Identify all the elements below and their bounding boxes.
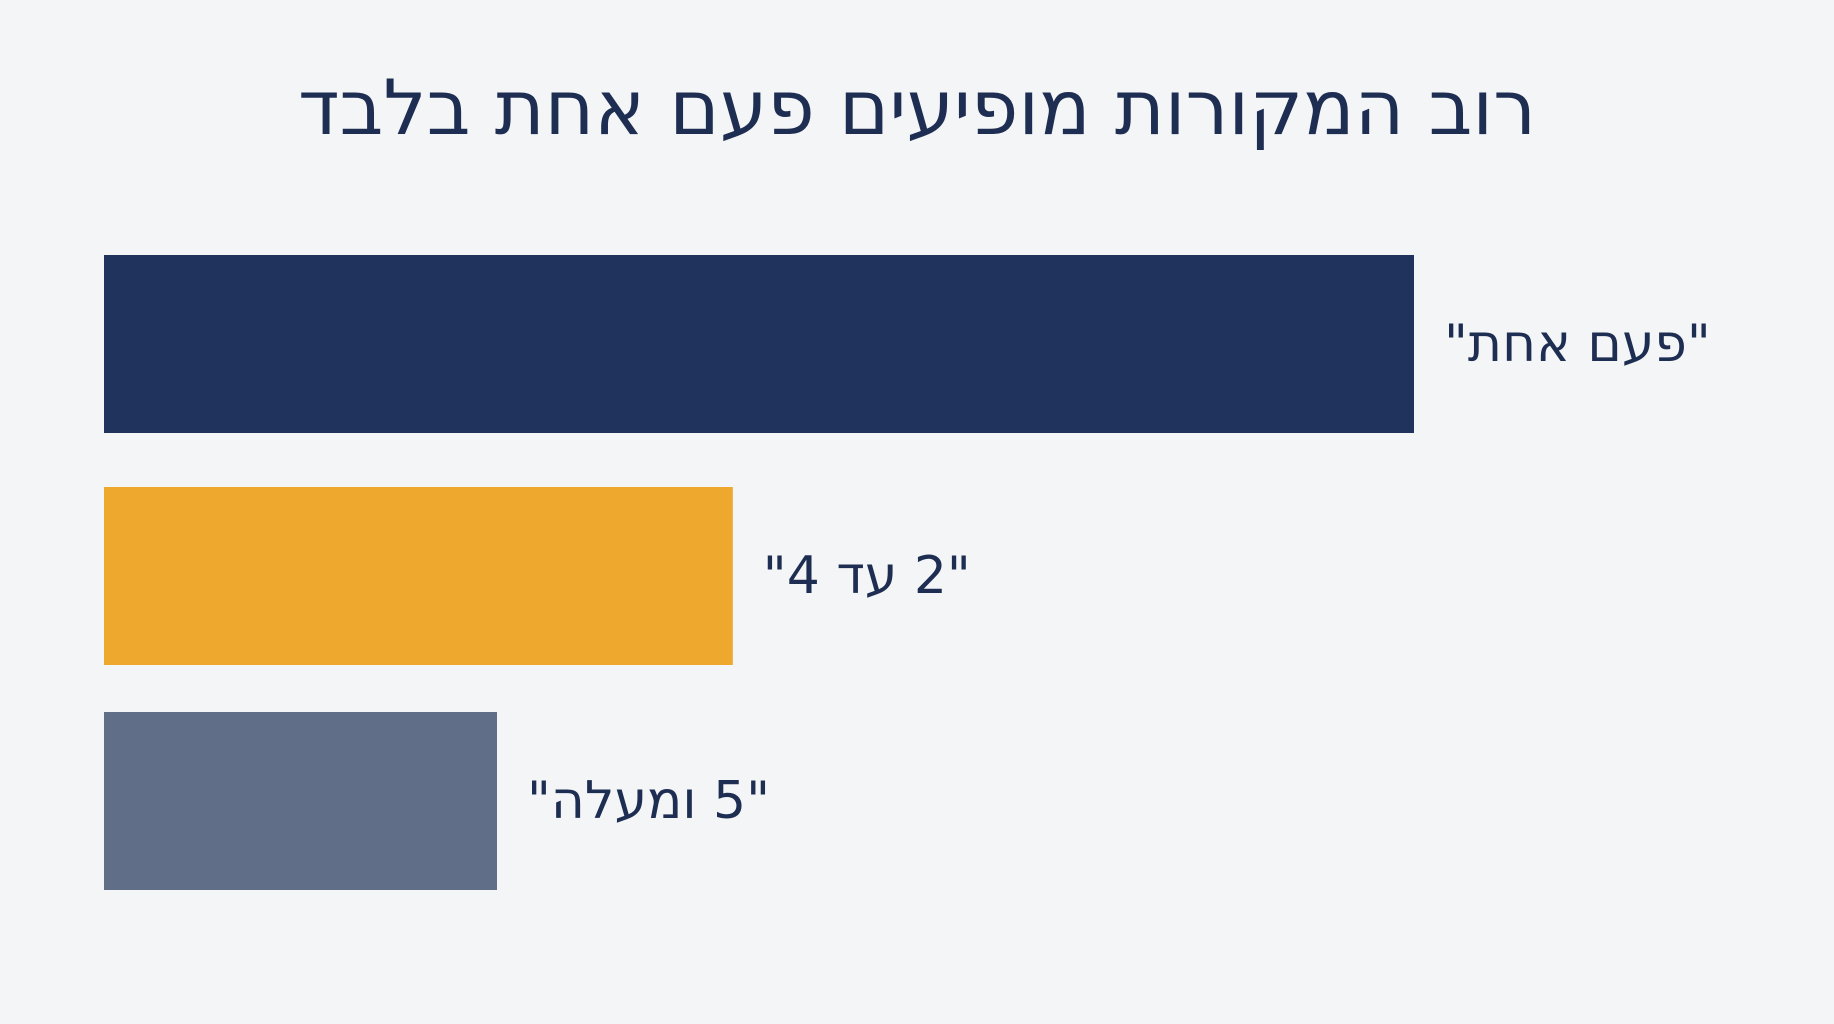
chart-title: רוב המקורות מופיעים פעם אחת בלבד	[297, 63, 1536, 152]
bar-1	[104, 255, 1414, 433]
bar-label-1: "פעם אחת"	[1444, 314, 1711, 374]
bar-label-3: "5 ומעלה"	[527, 771, 770, 831]
bars-layer	[104, 255, 1414, 890]
bar-label-2: "2 עד 4"	[763, 546, 971, 606]
bar-3	[104, 712, 497, 890]
labels-layer: "פעם אחת" "2 עד 4" "5 ומעלה"	[527, 314, 1711, 831]
bar-2	[104, 487, 733, 665]
